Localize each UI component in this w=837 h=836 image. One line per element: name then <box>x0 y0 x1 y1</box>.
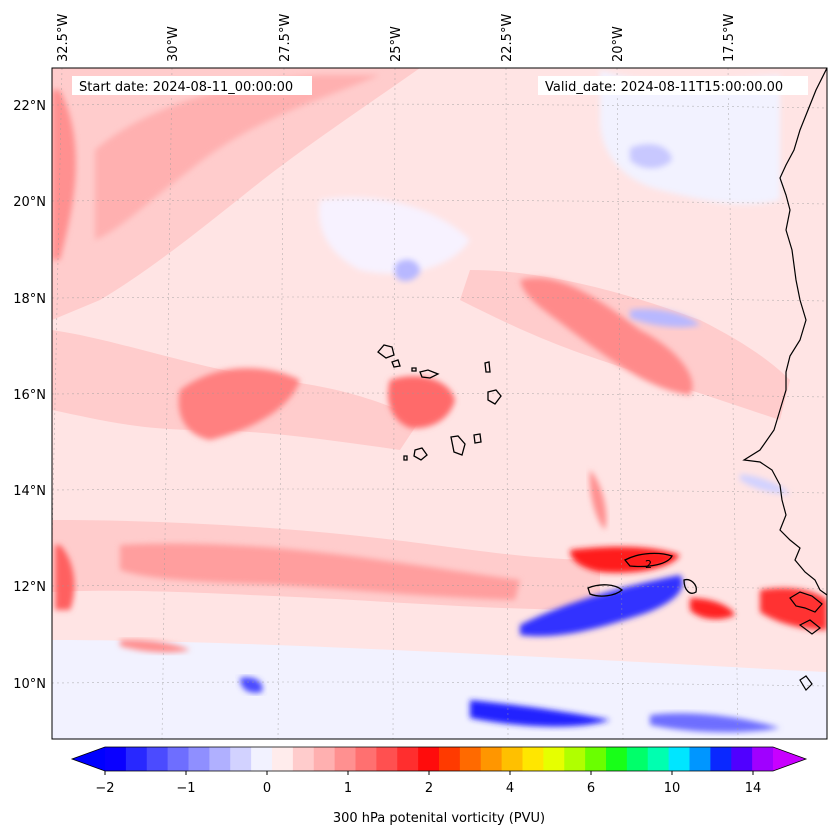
africa-coastline <box>742 68 827 596</box>
lon-label-27-5: 27.5°W <box>278 14 293 62</box>
colorbar-cell <box>418 747 440 771</box>
colorbar-cell <box>167 747 190 771</box>
cb-tick-label-neg2: −2 <box>95 781 114 796</box>
map-panel: 2 <box>52 68 827 739</box>
colorbar-cell <box>585 747 607 771</box>
colorbar-cell <box>564 747 586 771</box>
lon-label-22-5: 22.5°W <box>500 14 515 62</box>
cb-tick-label-2: 2 <box>425 781 433 796</box>
colorbar-cell <box>376 747 398 771</box>
cb-tick-label-14: 14 <box>745 781 762 796</box>
cape-verde-islands <box>377 344 502 461</box>
colorbar-cell <box>606 747 628 771</box>
colorbar-cell <box>501 747 524 771</box>
cb-tick-label-neg1: −1 <box>176 781 195 796</box>
lat-label-22: 22°N <box>13 99 46 114</box>
lat-label-10: 10°N <box>13 677 46 692</box>
colorbar-extend-high <box>773 747 806 771</box>
pv-2-contour <box>587 552 697 597</box>
cb-tick-label-6: 6 <box>587 781 595 796</box>
cb-tick-label-10: 10 <box>664 781 681 796</box>
lat-label-12: 12°N <box>13 580 46 595</box>
map-frame <box>51 67 828 740</box>
gridlines <box>52 68 827 739</box>
lon-label-30: 30°W <box>166 26 181 62</box>
colorbar-cell <box>292 747 315 771</box>
colorbar-cell <box>397 747 419 771</box>
colorbar-cell <box>689 747 711 771</box>
colorbar-extend-low <box>72 747 105 771</box>
lat-label-16: 16°N <box>13 388 46 403</box>
colorbar-cell <box>522 747 544 771</box>
colorbar-cell <box>439 747 461 771</box>
colorbar-cell <box>752 747 774 771</box>
colorbar-cell <box>710 747 732 771</box>
colorbar-cell <box>125 747 148 771</box>
lon-label-25: 25°W <box>389 26 404 62</box>
colorbar-cell <box>459 747 482 771</box>
latitude-labels: 22°N 20°N 18°N 16°N 14°N 12°N 10°N <box>13 99 46 692</box>
lat-label-20: 20°N <box>13 195 46 210</box>
cb-tick-label-1: 1 <box>344 781 352 796</box>
cb-tick-label-0: 0 <box>263 781 271 796</box>
cb-tick-label-4: 4 <box>506 781 514 796</box>
colorbar-cells <box>105 747 774 771</box>
colorbar-label: 300 hPa potenital vorticity (PVU) <box>333 811 545 826</box>
colorbar-cell <box>480 747 503 771</box>
colorbar-cell <box>626 747 649 771</box>
valid-date-label: Valid_date: 2024-08-11T15:00:00.00 <box>545 80 783 95</box>
colorbar: −2 −1 0 1 2 4 6 10 14 300 hPa potenital … <box>70 746 808 826</box>
lat-label-14: 14°N <box>13 484 46 499</box>
colorbar-cell <box>668 747 691 771</box>
colorbar-cell <box>105 747 127 771</box>
colorbar-cell <box>272 747 294 771</box>
start-date-label: Start date: 2024-08-11_00:00:00 <box>79 80 293 95</box>
colorbar-cell <box>543 747 565 771</box>
valid-date-box <box>538 76 808 95</box>
colorbar-cell <box>334 747 357 771</box>
lon-label-20: 20°W <box>611 26 626 62</box>
start-date-box <box>72 76 312 95</box>
lon-label-17-5: 17.5°W <box>722 14 737 62</box>
colorbar-cell <box>731 747 753 771</box>
colorbar-cell <box>355 747 377 771</box>
lat-label-18: 18°N <box>13 292 46 307</box>
pv-contour-label: 2 <box>645 558 652 571</box>
longitude-labels: 32.5°W 30°W 27.5°W 25°W 22.5°W 20°W 17.5… <box>56 14 737 62</box>
colorbar-cell <box>647 747 670 771</box>
colorbar-cell <box>146 747 169 771</box>
colorbar-cell <box>209 747 231 771</box>
colorbar-cell <box>313 747 336 771</box>
africa-coastline-south <box>789 591 823 691</box>
colorbar-cell <box>188 747 210 771</box>
colorbar-cell <box>251 747 273 771</box>
colorbar-ticks: −2 −1 0 1 2 4 6 10 14 <box>95 771 761 796</box>
lon-label-32-5: 32.5°W <box>56 14 71 62</box>
pv-field <box>52 68 827 739</box>
colorbar-cell <box>230 747 252 771</box>
